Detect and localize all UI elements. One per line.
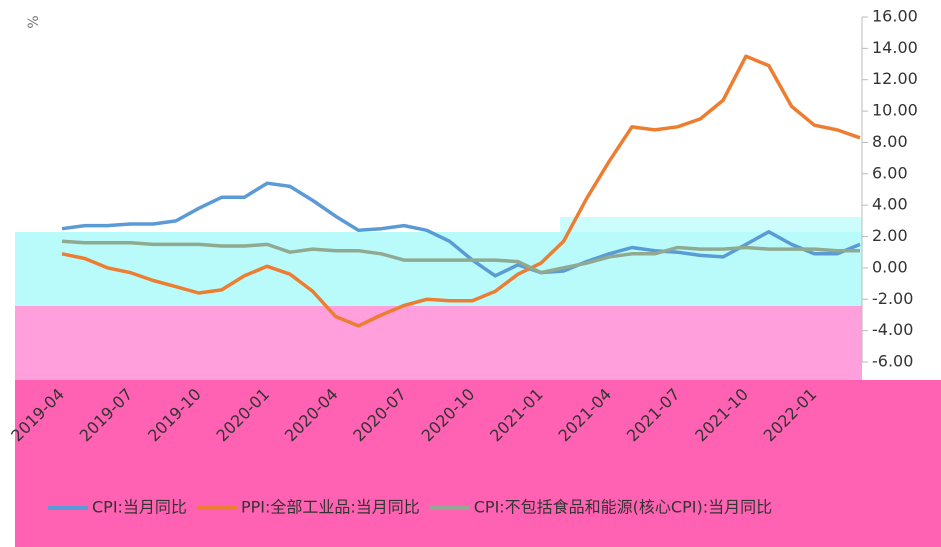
- y-tick-label: 12.00: [872, 69, 918, 88]
- y-axis-unit: %: [26, 15, 42, 28]
- y-tick-label: -4.00: [872, 320, 913, 339]
- series-line: [61, 181, 861, 278]
- y-tick-label: 16.00: [872, 7, 918, 26]
- y-tick-label: 8.00: [872, 132, 908, 151]
- series-line: [61, 54, 861, 328]
- overlay-band: [560, 217, 862, 232]
- legend-label: CPI:当月同比: [92, 498, 187, 517]
- overlay-band: [15, 306, 862, 380]
- y-tick-label: -2.00: [872, 289, 913, 308]
- y-tick-label: 6.00: [872, 163, 908, 182]
- legend-label: PPI:全部工业品:当月同比: [241, 498, 420, 517]
- y-tick-label: 10.00: [872, 101, 918, 120]
- series-line: [61, 239, 860, 275]
- y-tick-label: 2.00: [872, 226, 908, 245]
- legend-label: CPI:不包括食品和能源(核心CPI):当月同比: [474, 498, 772, 517]
- y-tick-label: 0.00: [872, 257, 908, 276]
- overlay-band: [15, 380, 941, 547]
- y-tick-label: -6.00: [872, 352, 913, 371]
- y-tick-label: 14.00: [872, 38, 918, 57]
- y-tick-label: 4.00: [872, 195, 908, 214]
